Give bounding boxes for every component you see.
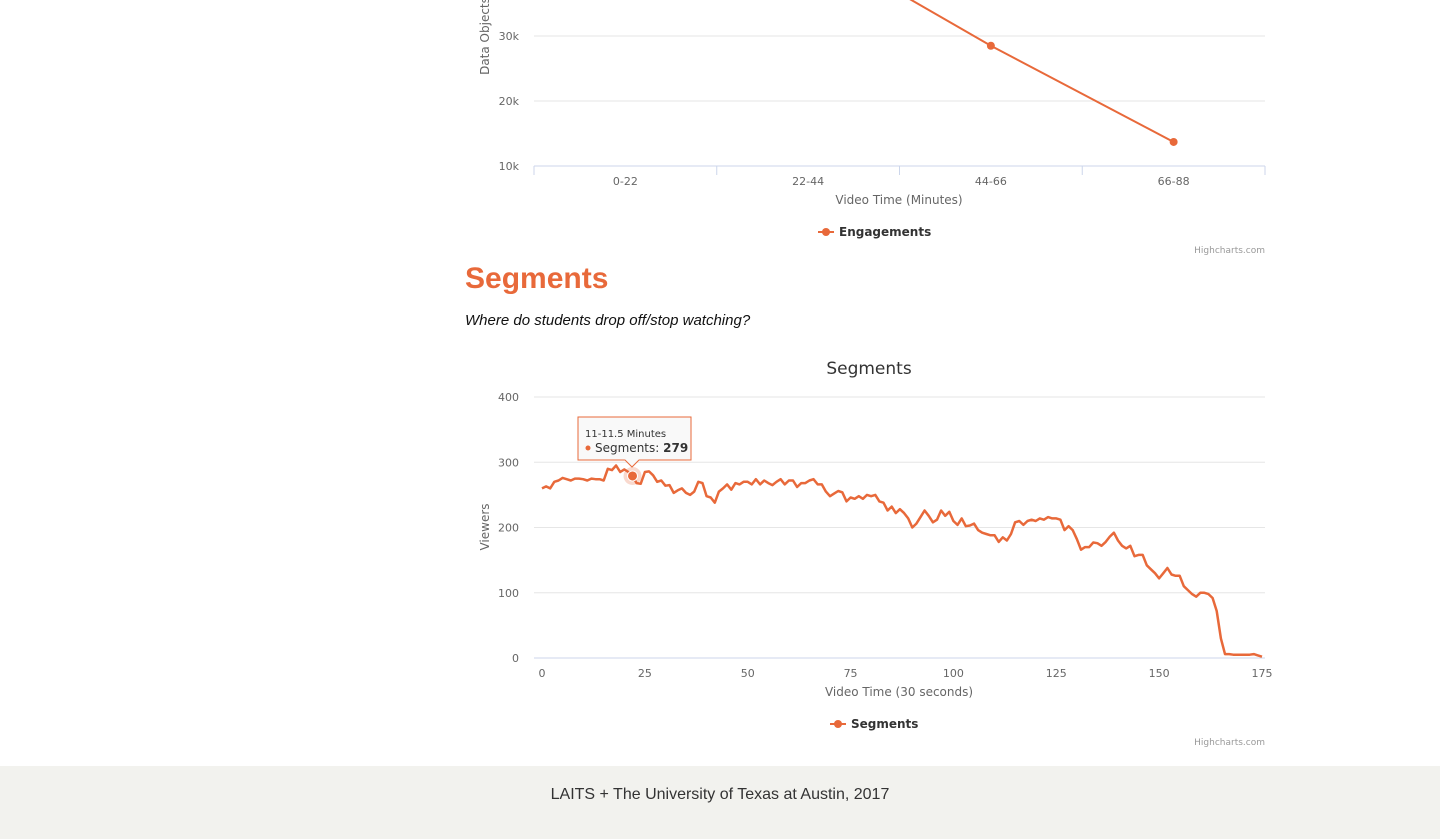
section-subtitle: Where do students drop off/stop watching…: [465, 312, 751, 329]
chart2-y-axis-label: Viewers: [478, 503, 492, 550]
chart1-x-tick-label: 0-22: [613, 175, 638, 188]
chart1-legend-item[interactable]: Engagements: [818, 225, 931, 239]
chart1-x-axis-label: Video Time (Minutes): [835, 193, 962, 207]
chart1-y-tick-labels: 10k 20k 30k: [499, 30, 520, 173]
engagements-chart: 10k 20k 30k 0-22 22-44 44-66 66-88 Data Objec…: [478, 0, 1266, 256]
chart2-gridlines: [534, 396, 1265, 594]
chart2-legend-item[interactable]: Segments: [830, 717, 918, 731]
chart1-y-tick-label: 20k: [499, 95, 520, 108]
chart1-credits[interactable]: Highcharts.com: [1194, 246, 1265, 256]
chart1-x-tick-label: 66-88: [1158, 175, 1190, 188]
footer-text: LAITS + The University of Texas at Austi…: [550, 786, 890, 803]
chart2-hover-point[interactable]: [627, 470, 639, 482]
chart2-legend-marker: [834, 720, 842, 728]
chart2-x-tick-label: 50: [741, 667, 755, 680]
chart2-y-tick-label: 0: [512, 652, 519, 665]
chart2-y-tick-label: 300: [498, 456, 519, 469]
chart2-x-tick-label: 150: [1149, 667, 1170, 680]
chart1-gridlines: [534, 35, 1265, 102]
chart1-y-axis-label: Data Objects: [478, 0, 492, 75]
chart2-x-tick-label: 175: [1252, 667, 1273, 680]
chart2-x-tick-label: 100: [943, 667, 964, 680]
chart1-legend-label: Engagements: [839, 225, 931, 239]
chart1-legend-marker: [822, 228, 830, 236]
chart2-series-segments: [541, 464, 1263, 658]
chart2-x-ticks: 0 25 50 75 100 125 150 175: [539, 667, 1273, 680]
chart2-x-tick-label: 125: [1046, 667, 1067, 680]
chart1-y-tick-label: 10k: [499, 160, 520, 173]
chart2-x-tick-label: 75: [844, 667, 858, 680]
segments-chart: Segments 0 100 200 300 400 0 25 50 75 100 125 150 1…: [478, 359, 1273, 748]
chart2-y-tick-label: 100: [498, 587, 519, 600]
chart2-series-line: [541, 464, 1263, 658]
section-title: Segments: [465, 262, 609, 295]
chart2-tooltip: 11-11.5 Minutes Segments: 279: [577, 416, 692, 468]
chart1-x-tick-label: 44-66: [975, 175, 1007, 188]
chart2-tooltip-series: Segments: 279: [595, 441, 688, 455]
chart2-y-tick-label: 200: [498, 522, 519, 535]
chart2-y-tick-labels: 0 100 200 300 400: [498, 391, 519, 665]
chart2-legend-label: Segments: [851, 717, 918, 731]
footer: LAITS + The University of Texas at Austi…: [0, 766, 1440, 839]
chart2-tooltip-header: 11-11.5 Minutes: [585, 429, 666, 440]
chart1-x-ticks: 0-22 22-44 44-66 66-88: [533, 166, 1266, 188]
chart1-x-tick-label: 22-44: [792, 175, 824, 188]
chart2-title: Segments: [826, 359, 912, 379]
chart1-series-engagements: [909, 0, 1178, 146]
chart2-x-tick-label: 25: [638, 667, 652, 680]
chart2-x-axis-label: Video Time (30 seconds): [825, 685, 973, 699]
chart2-credits[interactable]: Highcharts.com: [1194, 738, 1265, 748]
chart2-y-tick-label: 400: [498, 391, 519, 404]
chart2-x-tick-label: 0: [539, 667, 546, 680]
chart1-point[interactable]: [1169, 137, 1178, 146]
chart2-tooltip-box: [577, 416, 692, 468]
chart1-y-tick-label: 30k: [499, 30, 520, 43]
chart2-tooltip-bullet: [585, 445, 591, 451]
chart1-point[interactable]: [986, 41, 995, 50]
